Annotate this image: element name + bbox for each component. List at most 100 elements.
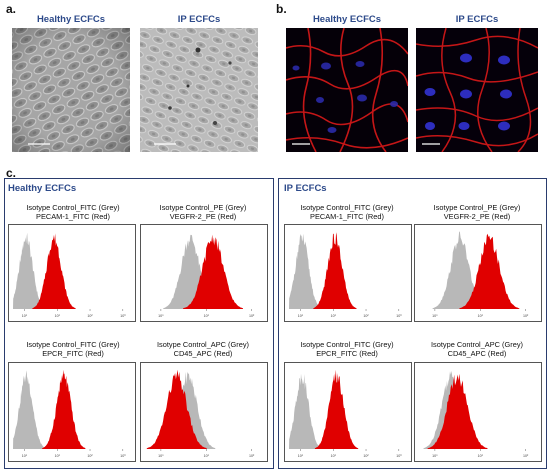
x-tick-label: 10⁰ [158,454,164,458]
healthy-plot-3-svg: 10⁰ 10¹ 10² 10³ [13,369,126,458]
ip-plot-1-line2: PECAM-1_FITC (Red) [310,212,384,221]
red-marker-histogram [427,373,488,449]
x-tick-label: 10¹ [331,314,337,318]
healthy-plot-4-svg: 10⁰ 10¹ 10² [146,369,255,458]
healthy-plot-2-svg: 10⁰ 10¹ 10² [158,234,255,318]
x-tick-label: 10² [87,454,93,458]
ip-plot-4-line2: CD45_APC (Red) [447,349,507,358]
healthy-plot-1-line1: Isotype Control_FITC (Grey) [26,203,120,212]
healthy-plot-2-line2: VEGFR-2_PE (Red) [169,212,237,221]
red-marker-histogram [313,232,357,309]
x-tick-label: 10¹ [55,454,61,458]
red-marker-histogram [32,233,76,309]
x-tick-label: 10⁰ [298,314,304,318]
healthy-plot-1: 10⁰ 10¹ 10² 10³ [8,224,136,322]
ip-plot-3-svg: 10⁰ 10¹ 10² 10³ [289,369,402,458]
panel-b-letter: b. [276,2,287,16]
x-tick-label: 10⁰ [22,454,28,458]
healthy-flow-title: Healthy ECFCs [8,183,77,194]
ip-plot-4-svg: 10⁰ 10¹ 10² [423,370,529,458]
red-marker-histogram [146,369,207,449]
x-tick-label: 10² [363,314,369,318]
x-tick-label: 10² [249,454,255,458]
panel-a-right-title: IP ECFCs [177,14,221,25]
x-tick-label: 10⁰ [432,314,438,318]
healthy-plot-4-line2: CD45_APC (Red) [173,349,233,358]
ip-flow-title: IP ECFCs [284,183,327,194]
ip-plot-4-line1: Isotype Control_APC (Grey) [430,340,523,349]
brightfield-healthy-image [12,28,130,152]
ip-plot-3-line2: EPCR_FITC (Red) [316,349,378,358]
panel-a-letter: a. [6,2,17,16]
ip-plot-1-svg: 10⁰ 10¹ 10² 10³ [289,232,402,318]
x-tick-label: 10³ [396,454,402,458]
panel-a-left-title: Healthy ECFCs [36,14,106,25]
ip-plot-3-label: Isotype Control_FITC (Grey) EPCR_FITC (R… [282,340,412,358]
red-marker-histogram [314,369,359,449]
x-tick-label: 10⁰ [432,454,438,458]
panel-b-left-title: Healthy ECFCs [312,14,382,25]
grey-isotype-histogram [432,231,488,309]
healthy-plot-1-line2: PECAM-1_FITC (Red) [36,212,110,221]
healthy-plot-4-label: Isotype Control_APC (Grey) CD45_APC (Red… [138,340,268,358]
x-tick-label: 10² [523,314,529,318]
x-tick-label: 10¹ [478,314,484,318]
healthy-plot-2-label: Isotype Control_PE (Grey) VEGFR-2_PE (Re… [138,203,268,221]
healthy-plot-2-line1: Isotype Control_PE (Grey) [159,203,247,212]
x-tick-label: 10² [87,314,93,318]
grey-isotype-histogram [13,232,46,309]
grey-isotype-histogram [289,373,322,449]
healthy-plot-1-svg: 10⁰ 10¹ 10² 10³ [13,232,126,318]
x-tick-label: 10⁰ [158,314,164,318]
panel-b-right-title: IP ECFCs [455,14,499,25]
ip-plot-1: 10⁰ 10¹ 10² 10³ [284,224,412,322]
healthy-plot-4: 10⁰ 10¹ 10² [140,362,268,462]
confocal-ip-image [416,28,538,152]
x-tick-label: 10² [523,454,529,458]
brightfield-ip-svg [140,28,258,152]
x-tick-label: 10⁰ [298,454,304,458]
confocal-healthy-svg [286,28,408,152]
ip-plot-4: 10⁰ 10¹ 10² [414,362,542,462]
ip-plot-3-line1: Isotype Control_FITC (Grey) [300,340,394,349]
brightfield-healthy-svg [12,28,130,152]
ip-plot-2-svg: 10⁰ 10¹ 10² [432,231,529,318]
red-marker-histogram [183,234,243,309]
healthy-flow-group [4,178,274,469]
ip-plot-2-line2: VEGFR-2_PE (Red) [443,212,511,221]
healthy-plot-3-line2: EPCR_FITC (Red) [42,349,104,358]
x-tick-label: 10³ [120,454,126,458]
x-tick-label: 10³ [120,314,126,318]
x-tick-label: 10¹ [204,314,210,318]
confocal-ip-svg [416,28,538,152]
x-tick-label: 10² [249,314,255,318]
grey-isotype-histogram [13,370,46,449]
ip-flow-group [278,178,547,469]
red-marker-histogram [42,369,86,449]
brightfield-ip-image [140,28,258,152]
confocal-healthy-image [286,28,408,152]
ip-plot-3: 10⁰ 10¹ 10² 10³ [284,362,412,462]
healthy-plot-3-label: Isotype Control_FITC (Grey) EPCR_FITC (R… [8,340,138,358]
x-tick-label: 10⁰ [22,314,28,318]
healthy-plot-3: 10⁰ 10¹ 10² 10³ [8,362,136,462]
red-marker-histogram [459,233,520,309]
panel-c-letter: c. [6,166,17,180]
ip-plot-2-label: Isotype Control_PE (Grey) VEGFR-2_PE (Re… [412,203,542,221]
healthy-plot-3-line1: Isotype Control_FITC (Grey) [26,340,120,349]
grey-isotype-histogram [289,233,322,309]
ip-plot-2: 10⁰ 10¹ 10² [414,224,542,322]
x-tick-label: 10¹ [55,314,61,318]
ip-plot-2-line1: Isotype Control_PE (Grey) [433,203,521,212]
ip-plot-1-label: Isotype Control_FITC (Grey) PECAM-1_FITC… [282,203,412,221]
ip-plot-4-label: Isotype Control_APC (Grey) CD45_APC (Red… [412,340,542,358]
healthy-plot-4-line1: Isotype Control_APC (Grey) [156,340,249,349]
ip-plot-1-line1: Isotype Control_FITC (Grey) [300,203,394,212]
x-tick-label: 10¹ [478,454,484,458]
x-tick-label: 10¹ [331,454,337,458]
healthy-plot-1-label: Isotype Control_FITC (Grey) PECAM-1_FITC… [8,203,138,221]
x-tick-label: 10³ [396,314,402,318]
x-tick-label: 10² [363,454,369,458]
x-tick-label: 10¹ [204,454,210,458]
healthy-plot-2: 10⁰ 10¹ 10² [140,224,268,322]
